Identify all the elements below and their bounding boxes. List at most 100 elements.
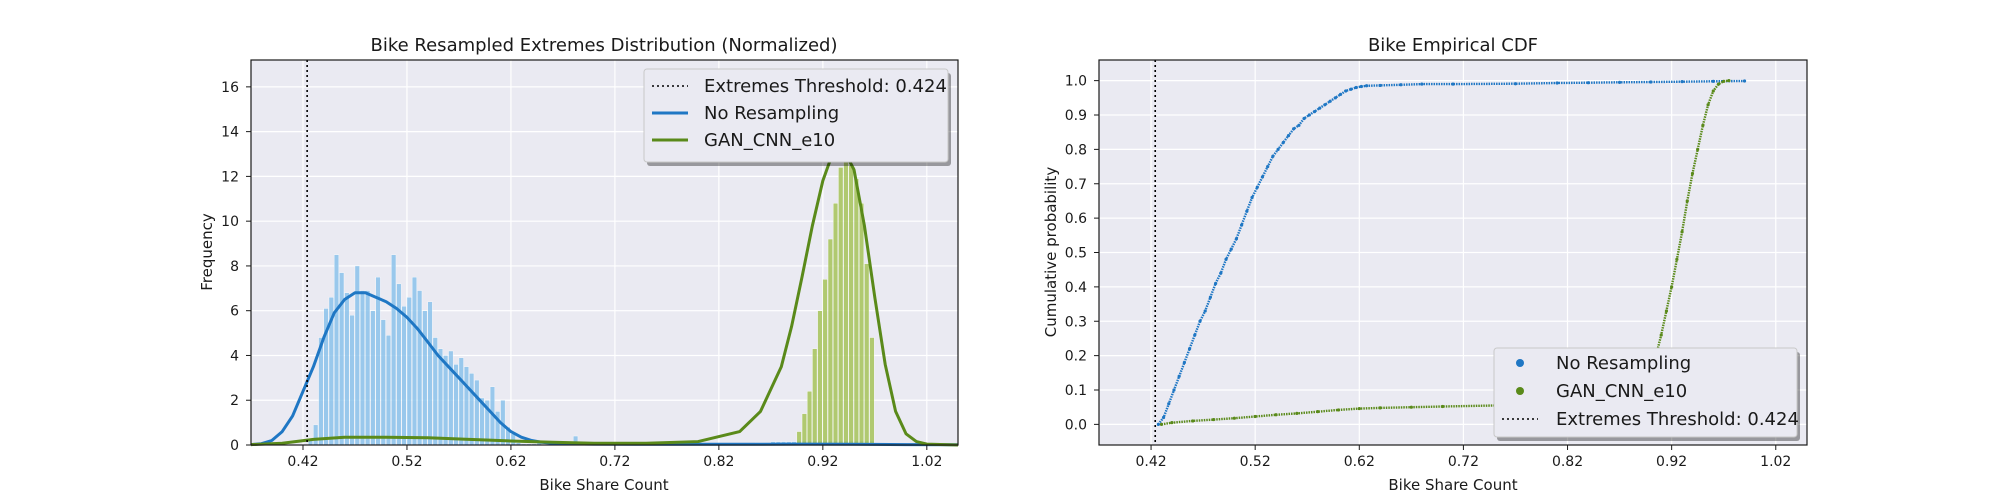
cdf-point	[1680, 80, 1684, 84]
cdf-point	[1690, 171, 1695, 176]
y-tick-label: 0	[230, 438, 239, 454]
x-tick-label: 0.42	[287, 454, 318, 470]
y-tick-label: 0.1	[1065, 383, 1087, 399]
histogram-bar	[411, 276, 417, 446]
cdf-point	[1333, 96, 1337, 100]
y-axis-label-left: Frequency	[198, 213, 216, 291]
histogram-bar	[869, 337, 875, 446]
cdf-point	[1281, 140, 1285, 145]
cdf-point	[1211, 417, 1216, 422]
cdf-point	[1276, 147, 1280, 151]
cdf-point	[1349, 87, 1353, 91]
x-axis-label-left: Bike Share Count	[539, 476, 668, 494]
cdf-point	[1378, 406, 1382, 410]
cdf-point	[1742, 79, 1747, 83]
x-tick-label: 0.52	[391, 454, 422, 470]
legend-left: Extremes Threshold: 0.424 No Resampling …	[643, 68, 951, 166]
cdf-point	[1307, 113, 1311, 117]
legend-threshold-label: Extremes Threshold: 0.424	[704, 76, 947, 97]
cdf-point	[1344, 89, 1348, 93]
cdf-point	[1420, 82, 1424, 86]
x-tick-label: 0.72	[1448, 454, 1479, 470]
chart-title-right: Bike Empirical CDF	[1368, 35, 1538, 56]
cdf-point	[1312, 109, 1317, 114]
y-tick-label: 0.8	[1065, 142, 1087, 158]
cdf-point	[1354, 85, 1358, 90]
histogram-bar	[833, 203, 839, 446]
cdf-point	[1451, 82, 1455, 86]
histogram-bar	[864, 263, 870, 446]
cdf-point	[1266, 164, 1270, 169]
y-tick-label: 0.7	[1065, 177, 1087, 193]
histogram-bar	[437, 348, 443, 446]
y-tick-label: 0.9	[1065, 108, 1087, 124]
histogram-bar	[339, 272, 345, 446]
cdf-point	[1675, 257, 1679, 261]
cdf-point	[1214, 281, 1218, 286]
cdf-point	[1191, 419, 1195, 423]
cdf-point	[1250, 195, 1254, 200]
cdf-point	[1260, 175, 1265, 179]
histogram-bar	[812, 348, 818, 446]
x-tick-label: 0.92	[807, 454, 838, 470]
cdf-point	[1203, 309, 1207, 313]
cdf-point	[1440, 404, 1445, 409]
cdf-point	[1664, 309, 1669, 313]
histogram-bar	[469, 373, 475, 446]
legend-gan-label: GAN_CNN_e10	[704, 130, 835, 151]
cdf-point	[1302, 116, 1306, 121]
y-tick-label: 16	[221, 80, 239, 96]
cdf-point	[1696, 147, 1700, 151]
legend-right-gan-label: GAN_CNN_e10	[1556, 381, 1687, 402]
histogram-bar	[391, 254, 397, 446]
cdf-point	[1680, 230, 1684, 234]
cdf-point	[1274, 413, 1278, 417]
kde-line-gan-cnn-e10	[250, 148, 959, 447]
y-tick-label: 0.3	[1065, 314, 1087, 330]
x-tick-label: 0.72	[599, 454, 630, 470]
cdf-point	[1193, 333, 1197, 337]
cdf-point	[1670, 285, 1674, 289]
histogram-bar	[427, 301, 433, 446]
cdf-point	[1701, 123, 1705, 127]
y-tick-label: 8	[230, 259, 239, 275]
cdf-point	[1208, 295, 1213, 299]
histogram-bar	[349, 314, 355, 446]
x-tick-label: 0.62	[1344, 454, 1375, 470]
chart-title-left: Bike Resampled Extremes Distribution (No…	[370, 35, 837, 56]
histogram-bar	[822, 279, 828, 446]
histogram-bar	[853, 178, 859, 446]
y-tick-label: 0.2	[1065, 349, 1087, 365]
legend-box-right	[1493, 347, 1798, 438]
histogram-bar	[370, 310, 376, 446]
y-tick-label: 10	[221, 214, 239, 230]
cdf-point	[1722, 79, 1726, 83]
histogram-bar	[385, 335, 391, 446]
y-tick-label: 14	[221, 125, 239, 141]
cdf-point	[1232, 416, 1236, 420]
ticks-right: 0.42 0.52 0.62 0.72 0.82 0.92 1.02 0.0 0.1 0.2 0.3…	[1065, 74, 1792, 470]
histogram-bar	[474, 379, 480, 446]
cdf-point	[1318, 106, 1322, 110]
histogram-bar	[807, 391, 813, 446]
cdf-point	[1156, 422, 1160, 426]
x-tick-label: 1.02	[1760, 454, 1791, 470]
cdf-point	[1234, 237, 1239, 241]
ticks-left: 0.42 0.52 0.62 0.72 0.82 0.92 1.02 0 2 4 6 8 10 12 14 1…	[221, 80, 942, 470]
cdf-point	[1617, 80, 1622, 84]
y-tick-label: 0.0	[1065, 417, 1087, 433]
histogram-bar	[843, 140, 849, 446]
y-tick-label: 4	[230, 348, 239, 364]
y-tick-label: 2	[230, 393, 239, 409]
legend-no-resampling-marker	[1516, 359, 1524, 367]
histogram-bar	[380, 319, 386, 446]
cdf-point	[1357, 406, 1361, 411]
legend-right: No Resampling GAN_CNN_e10 Extremes Thres…	[1493, 347, 1800, 441]
histogram-bar	[817, 310, 823, 446]
cdf-point	[1286, 134, 1291, 138]
cdf-point	[1297, 123, 1301, 127]
cdf-point	[1198, 319, 1202, 323]
cdf-point	[1659, 333, 1663, 337]
y-tick-label: 1.0	[1065, 74, 1087, 90]
y-tick-label: 12	[221, 169, 239, 185]
